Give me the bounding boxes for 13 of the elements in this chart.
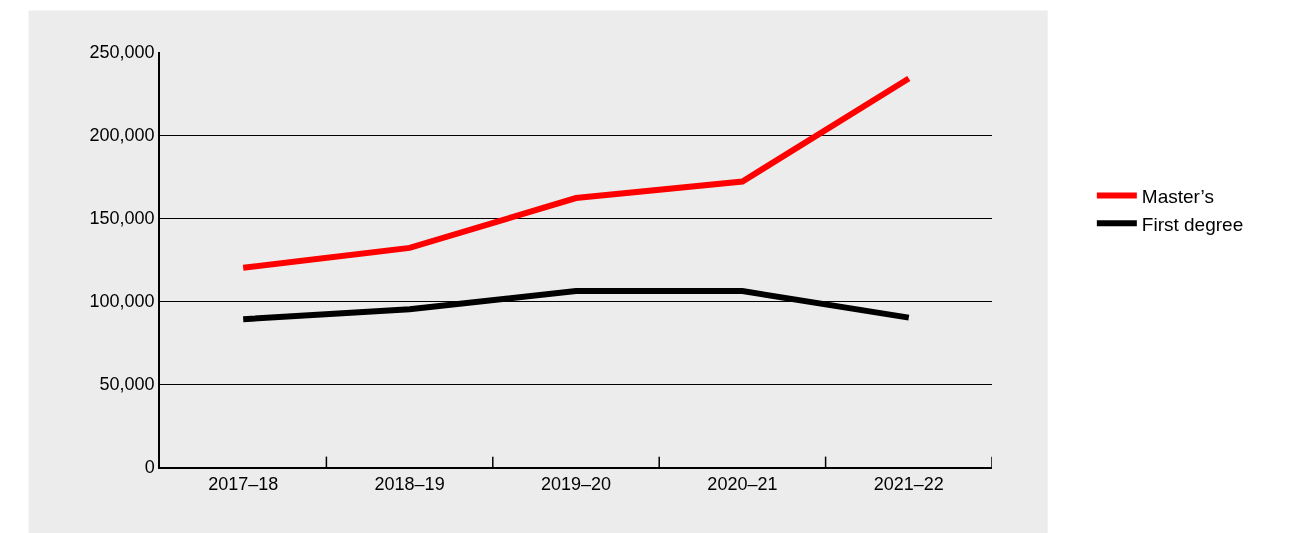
y-tick-label: 50,000: [99, 374, 155, 395]
y-tick-label: 200,000: [89, 125, 155, 146]
x-tick-label: 2019–20: [540, 474, 612, 495]
x-tick-label: 2017–18: [208, 474, 279, 495]
y-tick-label: 150,000: [89, 208, 155, 229]
y-tick-label: 250,000: [89, 42, 155, 63]
legend-label: Master’s: [1141, 185, 1214, 207]
x-tick-label: 2021–22: [873, 474, 944, 495]
y-tick-label: 100,000: [89, 291, 155, 312]
y-tick-label: 0: [144, 457, 155, 478]
legend-label: First degree: [1141, 213, 1244, 235]
x-tick-label: 2018–19: [374, 474, 445, 495]
x-tick-label: 2020–21: [707, 474, 778, 495]
